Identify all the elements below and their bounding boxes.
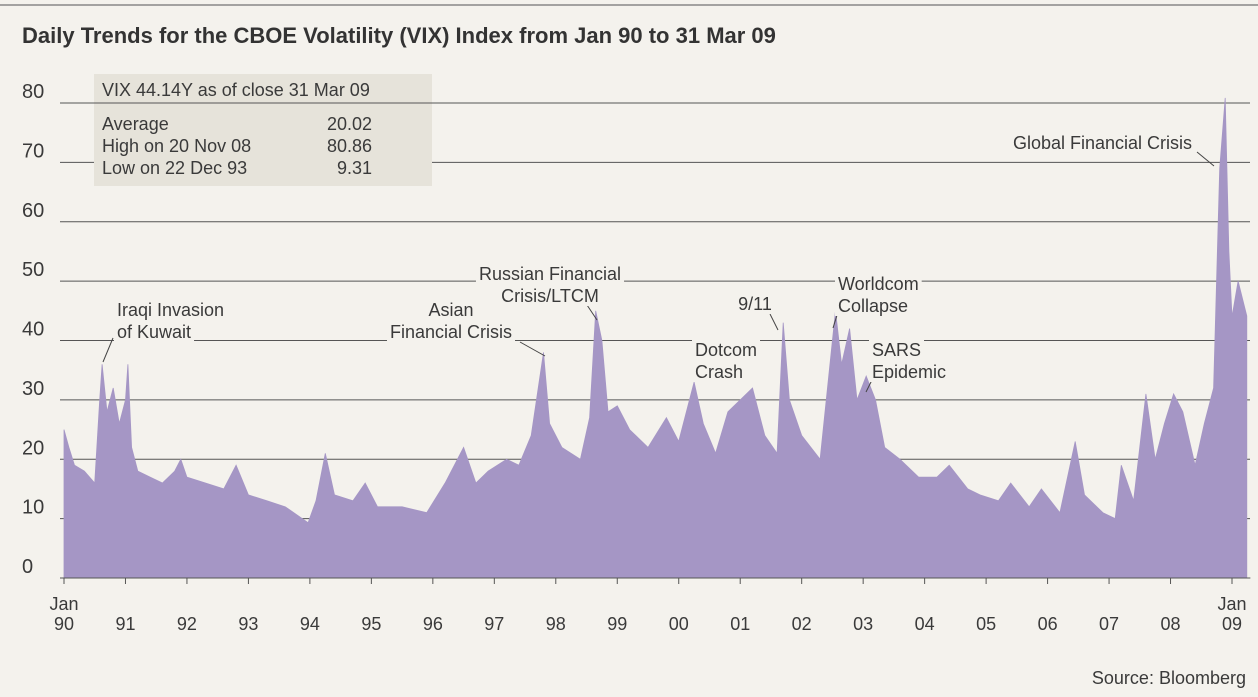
y-tick-label: 20: [22, 437, 44, 459]
annotation-bg: [735, 294, 775, 314]
y-tick-label: 60: [22, 200, 44, 222]
x-tick-label: Jan 90: [49, 594, 78, 634]
annotation-bg: [1009, 133, 1195, 153]
y-tick-label: 80: [22, 81, 44, 103]
x-tick-label: 06: [1038, 614, 1058, 634]
annotation: Crisis/LTCM: [501, 286, 599, 306]
annotation: SARS: [872, 340, 921, 360]
annotation-bg: [498, 286, 602, 306]
info-box: VIX 44.14Y as of close 31 Mar 09 Average 2…: [94, 74, 432, 186]
annotation-connector: [102, 337, 114, 363]
annotation-connector: [769, 313, 779, 331]
x-tick-label: 98: [546, 614, 566, 634]
x-tick-label: 00: [669, 614, 689, 634]
x-tick-label: 97: [484, 614, 504, 634]
annotation: Iraqi Invasion: [117, 300, 224, 320]
annotation-bg: [114, 300, 228, 320]
info-row-label: Low on 22 Dec 93: [102, 158, 247, 178]
x-tick-label: 04: [915, 614, 935, 634]
info-box-title: VIX 44.14Y as of close 31 Mar 09: [102, 80, 370, 100]
x-tick-label: 91: [115, 614, 135, 634]
info-row-value: 20.02: [327, 114, 372, 134]
annotation: Crash: [695, 362, 743, 382]
annotation-connector: [519, 341, 546, 357]
y-tick-label: 40: [22, 319, 44, 341]
source: Source: Bloomberg: [1092, 668, 1246, 688]
x-tick-label: 92: [177, 614, 197, 634]
annotation: Worldcom: [838, 274, 919, 294]
x-tick-label: 03: [853, 614, 873, 634]
info-row-value: 80.86: [327, 136, 372, 156]
chart-title: Daily Trends for the CBOE Volatility (VI…: [22, 23, 776, 48]
x-tick-label: 94: [300, 614, 320, 634]
x-tick-label: 02: [792, 614, 812, 634]
x-tick-label: 95: [361, 614, 381, 634]
x-tick-label: 08: [1161, 614, 1181, 634]
x-tick-label: 96: [423, 614, 443, 634]
annotation-connector: [1196, 151, 1215, 167]
y-tick-label: 30: [22, 378, 44, 400]
y-tick-label: 10: [22, 497, 44, 519]
annotation-bg: [114, 322, 195, 342]
y-tick-label: 50: [22, 259, 44, 281]
annotation: Global Financial Crisis: [1013, 133, 1192, 153]
x-tick-label: 01: [730, 614, 750, 634]
annotation: of Kuwait: [117, 322, 191, 342]
annotation-bg: [692, 340, 761, 360]
annotation: Financial Crisis: [390, 322, 512, 342]
annotation-bg: [835, 274, 922, 294]
info-row-label: Average: [102, 114, 169, 134]
x-tick-label: 05: [976, 614, 996, 634]
annotation-bg: [869, 362, 950, 382]
x-tick-label: 93: [238, 614, 258, 634]
x-tick-label: 07: [1099, 614, 1119, 634]
annotation-bg: [835, 296, 912, 316]
y-tick-label: 0: [22, 556, 33, 578]
annotation: 9/11: [738, 294, 772, 314]
annotation: Dotcom: [695, 340, 757, 360]
annotation: Asian: [428, 300, 473, 320]
annotation: Epidemic: [872, 362, 946, 382]
x-tick-label: Jan 09: [1217, 594, 1246, 634]
annotation-bg: [869, 340, 925, 360]
info-row-value: 9.31: [337, 158, 372, 178]
info-row-label: High on 20 Nov 08: [102, 136, 251, 156]
x-tick-label: 99: [607, 614, 627, 634]
annotation: Russian Financial: [479, 264, 621, 284]
info-box-bg: [94, 74, 432, 186]
vix-area: [63, 97, 1248, 579]
annotation-bg: [425, 300, 477, 320]
y-tick-label: 70: [22, 140, 44, 162]
annotation-bg: [692, 362, 747, 382]
annotation-bg: [475, 264, 625, 284]
annotation-bg: [386, 322, 516, 342]
annotation: Collapse: [838, 296, 908, 316]
